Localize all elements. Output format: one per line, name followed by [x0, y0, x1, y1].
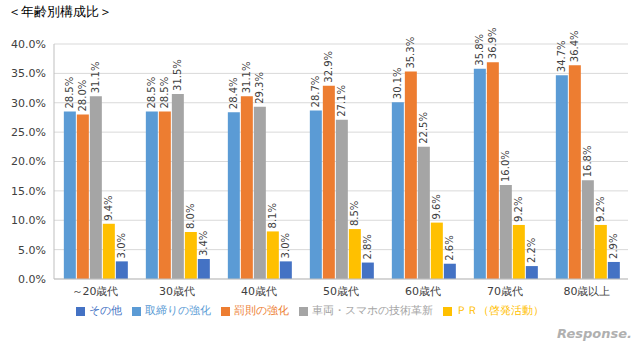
- svg-text:3.4%: 3.4%: [198, 231, 209, 256]
- svg-text:32.9%: 32.9%: [323, 51, 334, 83]
- svg-text:8.1%: 8.1%: [267, 203, 278, 228]
- svg-text:80歳以上: 80歳以上: [564, 285, 611, 298]
- svg-text:5.0%: 5.0%: [18, 244, 46, 257]
- svg-text:8.5%: 8.5%: [349, 201, 360, 226]
- html-text:その他: その他: [89, 304, 122, 317]
- svg-text:28.5%: 28.5%: [146, 77, 157, 109]
- html-text:ＰＲ（啓発活動）: ＰＲ（啓発活動）: [456, 304, 544, 317]
- svg-text:60歳代: 60歳代: [405, 285, 441, 298]
- svg-text:31.5%: 31.5%: [172, 59, 183, 91]
- svg-text:28.0%: 28.0%: [77, 80, 88, 112]
- html-text:取締りの強化: 取締りの強化: [145, 304, 211, 317]
- svg-text:28.5%: 28.5%: [64, 77, 75, 109]
- svg-text:40歳代: 40歳代: [241, 285, 277, 298]
- svg-text:28.7%: 28.7%: [310, 76, 321, 108]
- svg-text:28.4%: 28.4%: [228, 77, 239, 109]
- svg-text:29.3%: 29.3%: [254, 72, 265, 104]
- svg-text:22.5%: 22.5%: [418, 112, 429, 144]
- svg-text:2.9%: 2.9%: [608, 234, 619, 259]
- svg-text:70歳代: 70歳代: [487, 285, 523, 298]
- svg-text:0.0%: 0.0%: [18, 273, 46, 286]
- html-text:車両・スマホの技術革新: 車両・スマホの技術革新: [312, 304, 433, 317]
- svg-text:31.1%: 31.1%: [241, 62, 252, 94]
- svg-text:9.6%: 9.6%: [431, 194, 442, 219]
- svg-text:2.8%: 2.8%: [362, 234, 373, 259]
- svg-text:30歳代: 30歳代: [159, 285, 195, 298]
- svg-text:30.0%: 30.0%: [11, 97, 46, 110]
- svg-text:2.2%: 2.2%: [526, 238, 537, 263]
- svg-text:31.1%: 31.1%: [90, 62, 101, 94]
- svg-text:16.0%: 16.0%: [500, 150, 511, 182]
- svg-text:27.1%: 27.1%: [336, 85, 347, 117]
- html-text:＜年齢別構成比＞: ＜年齢別構成比＞: [8, 4, 112, 19]
- svg-text:3.0%: 3.0%: [280, 233, 291, 258]
- svg-text:10.0%: 10.0%: [11, 214, 46, 227]
- svg-text:3.0%: 3.0%: [116, 233, 127, 258]
- svg-text:35.8%: 35.8%: [474, 34, 485, 66]
- svg-text:16.8%: 16.8%: [582, 146, 593, 178]
- svg-text:～20歳代: ～20歳代: [72, 285, 119, 298]
- svg-text:9.2%: 9.2%: [513, 197, 524, 222]
- svg-text:35.0%: 35.0%: [11, 67, 46, 80]
- svg-text:40.0%: 40.0%: [11, 38, 46, 51]
- svg-text:20.0%: 20.0%: [11, 155, 46, 168]
- svg-text:50歳代: 50歳代: [323, 285, 359, 298]
- svg-text:25.0%: 25.0%: [11, 126, 46, 139]
- svg-text:15.0%: 15.0%: [11, 185, 46, 198]
- svg-text:8.0%: 8.0%: [185, 204, 196, 229]
- html-text:Response.: Response.: [557, 326, 632, 341]
- svg-text:9.2%: 9.2%: [595, 197, 606, 222]
- svg-text:9.4%: 9.4%: [103, 195, 114, 220]
- svg-text:36.4%: 36.4%: [569, 30, 580, 62]
- svg-text:35.3%: 35.3%: [405, 37, 416, 69]
- html-text:罰則の強化: 罰則の強化: [234, 304, 289, 317]
- svg-text:28.5%: 28.5%: [159, 77, 170, 109]
- svg-text:36.9%: 36.9%: [487, 27, 498, 59]
- svg-text:30.1%: 30.1%: [392, 67, 403, 99]
- svg-text:2.6%: 2.6%: [444, 235, 455, 260]
- svg-text:34.7%: 34.7%: [556, 40, 567, 72]
